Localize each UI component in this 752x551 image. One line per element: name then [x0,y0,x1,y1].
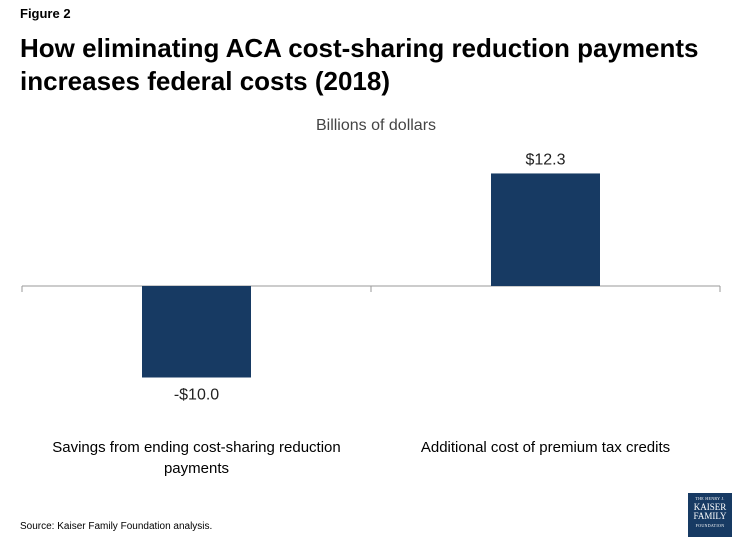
logo-line-2: KAISER [693,502,727,512]
figure-label: Figure 2 [20,6,71,21]
logo-line-4: FOUNDATION [695,523,725,528]
category-label: Savings from ending cost-sharing reducti… [52,439,341,477]
category-label: Additional cost of premium tax credits [421,439,670,456]
data-label: -$10.0 [174,387,219,404]
data-label: $12.3 [525,151,565,168]
logo-line-1: THE HENRY J. [695,496,725,501]
bar [491,173,600,286]
kff-logo: THE HENRY J. KAISER FAMILY FOUNDATION [688,493,732,537]
chart-subtitle: Billions of dollars [315,117,437,134]
bar [142,286,251,378]
chart-title: How eliminating ACA cost-sharing reducti… [20,33,699,96]
source-note: Source: Kaiser Family Foundation analysi… [20,521,213,532]
logo-line-3: FAMILY [693,511,727,521]
